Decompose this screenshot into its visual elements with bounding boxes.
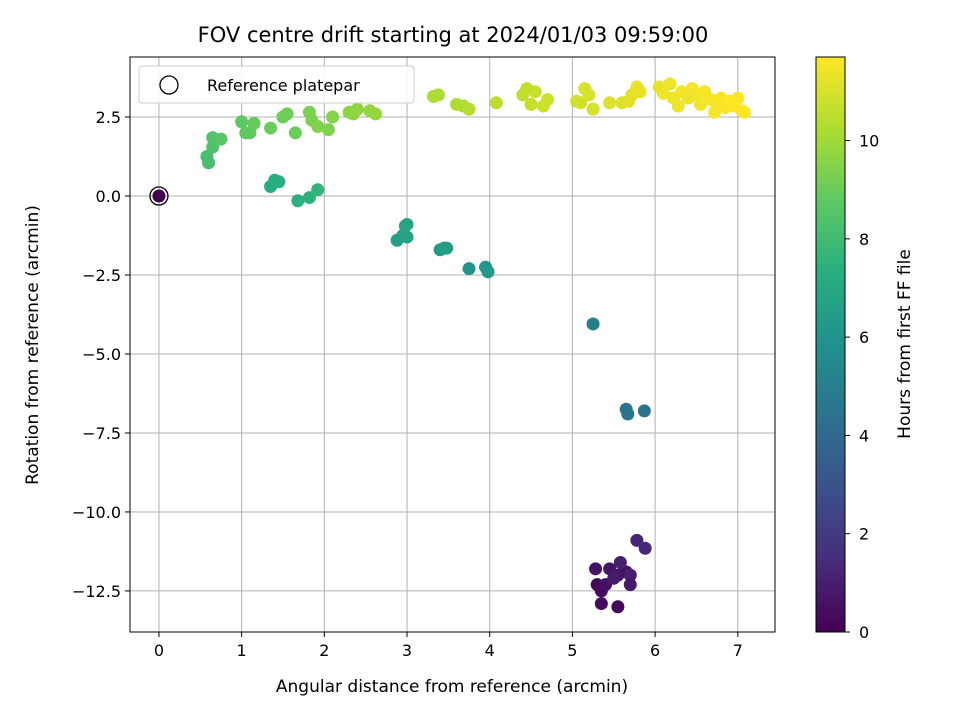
data-point <box>235 115 249 129</box>
colorbar-tick-label: 6 <box>859 328 869 347</box>
data-point <box>621 407 635 421</box>
data-point <box>431 88 445 102</box>
data-point <box>264 121 278 135</box>
colorbar-tick-label: 10 <box>859 132 879 151</box>
data-point <box>582 88 596 102</box>
data-point <box>586 102 600 116</box>
data-point <box>656 86 670 100</box>
x-tick-label: 3 <box>402 641 412 660</box>
data-point <box>462 262 476 276</box>
data-point <box>291 194 305 208</box>
legend-marker-open-circle <box>159 75 179 95</box>
data-point <box>288 126 302 140</box>
data-point <box>731 91 745 105</box>
y-tick-label: −5.0 <box>82 345 121 364</box>
x-tick-label: 1 <box>237 641 247 660</box>
data-point <box>623 568 637 582</box>
legend-label: Reference platepar <box>207 76 360 95</box>
x-tick-label: 0 <box>154 641 164 660</box>
data-point <box>671 99 685 113</box>
x-tick-label: 7 <box>733 641 743 660</box>
data-point <box>611 600 625 614</box>
x-tick-label: 6 <box>650 641 660 660</box>
reference-platepar-marker <box>149 186 169 206</box>
legend-box <box>138 65 415 104</box>
chart-title: FOV centre drift starting at 2024/01/03 … <box>198 23 709 47</box>
data-point <box>206 140 220 154</box>
y-axis-label: Rotation from reference (arcmin) <box>23 205 43 485</box>
colorbar-tick-label: 0 <box>859 623 869 642</box>
data-point <box>326 110 340 124</box>
reference-data-point <box>152 189 166 203</box>
x-tick-label: 2 <box>319 641 329 660</box>
data-point <box>321 123 335 137</box>
data-point <box>586 317 600 331</box>
data-point <box>272 175 286 189</box>
x-tick-label: 5 <box>567 641 577 660</box>
data-point <box>311 183 325 197</box>
data-point <box>637 404 651 418</box>
y-axis-ticks: 2.5 0.0 −2.5 −5.0 −7.5 −10.0 −12.5 <box>72 108 130 601</box>
data-point <box>489 96 503 110</box>
colorbar-ticks: 0 2 4 6 8 10 <box>845 132 879 642</box>
colorbar-tick-label: 2 <box>859 525 869 544</box>
data-point <box>247 116 261 130</box>
data-point <box>369 107 383 121</box>
y-tick-label: −12.5 <box>72 582 121 601</box>
plot-frame <box>129 56 776 633</box>
colorbar-gradient <box>815 56 846 633</box>
data-points <box>149 77 751 614</box>
data-point <box>541 93 555 107</box>
x-axis-ticks: 0 1 2 3 4 5 6 7 <box>154 632 743 660</box>
data-point <box>623 578 637 592</box>
y-tick-label: 0.0 <box>96 187 121 206</box>
data-point <box>440 241 454 255</box>
colorbar: 0 2 4 6 8 10 Hours from first FF file <box>815 56 915 642</box>
data-point <box>638 541 652 555</box>
data-point <box>311 120 325 134</box>
y-tick-label: −10.0 <box>72 503 121 522</box>
data-point <box>350 102 364 116</box>
data-point <box>280 107 294 121</box>
data-point <box>663 77 677 91</box>
y-tick-label: −7.5 <box>82 424 121 443</box>
data-point <box>302 191 316 205</box>
data-point <box>633 85 647 99</box>
data-point <box>589 562 603 576</box>
data-point <box>524 97 538 111</box>
colorbar-label: Hours from first FF file <box>895 249 915 439</box>
data-point <box>694 97 708 111</box>
data-point <box>603 96 617 110</box>
data-point <box>737 105 751 119</box>
y-tick-label: −2.5 <box>82 266 121 285</box>
grid-lines <box>130 57 775 632</box>
data-point <box>400 217 414 231</box>
data-point <box>607 571 621 585</box>
data-point <box>202 156 216 170</box>
legend: Reference platepar <box>138 65 415 104</box>
data-point <box>462 102 476 116</box>
data-point <box>528 85 542 99</box>
x-tick-label: 4 <box>485 641 495 660</box>
data-point <box>481 265 495 279</box>
x-axis-label: Angular distance from reference (arcmin) <box>276 677 628 697</box>
colorbar-tick-label: 4 <box>859 426 869 445</box>
data-point <box>613 555 627 569</box>
data-point <box>630 533 644 547</box>
data-point <box>214 132 228 146</box>
y-tick-label: 2.5 <box>96 108 121 127</box>
data-point <box>594 597 608 611</box>
data-point <box>400 230 414 244</box>
data-point <box>574 96 588 110</box>
colorbar-tick-label: 8 <box>859 230 869 249</box>
